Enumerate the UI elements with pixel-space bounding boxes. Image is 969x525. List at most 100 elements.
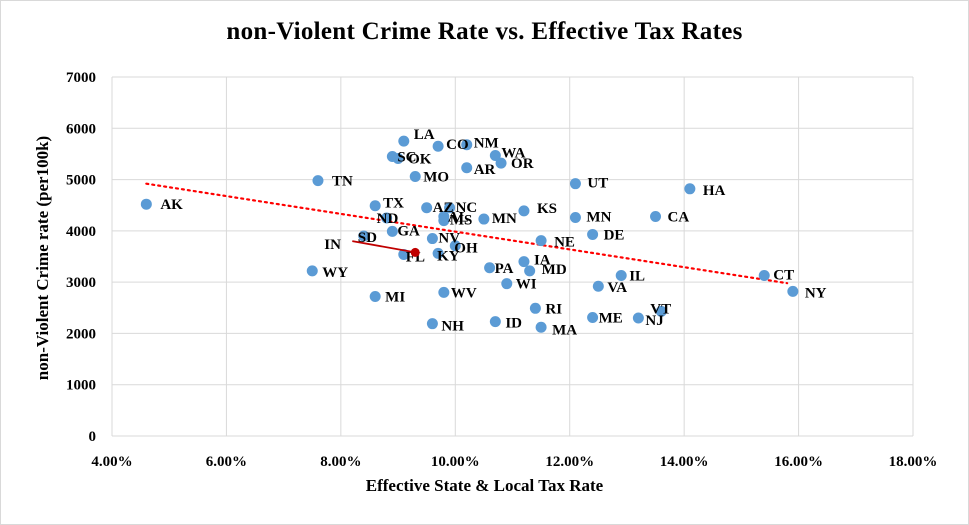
data-point <box>535 235 547 247</box>
data-point <box>535 321 547 333</box>
point-label: AZ <box>433 200 454 216</box>
point-label: MO <box>423 169 449 185</box>
data-point <box>392 153 404 165</box>
point-label: NH <box>441 319 464 335</box>
data-point <box>358 230 370 242</box>
data-point <box>312 175 324 187</box>
data-point <box>592 280 604 292</box>
data-point <box>438 286 450 298</box>
point-label: CT <box>773 267 794 283</box>
point-label: MN <box>586 210 611 226</box>
x-tick-label: 8.00% <box>320 454 361 470</box>
point-label: MN <box>492 211 517 227</box>
point-label: FL <box>406 249 425 265</box>
point-label: WI <box>516 277 537 293</box>
point-label: SC <box>397 149 416 165</box>
data-point <box>484 262 496 274</box>
data-point <box>369 200 381 212</box>
point-label: KY <box>437 248 460 264</box>
data-point <box>587 312 599 324</box>
y-tick-label: 2000 <box>66 326 96 342</box>
point-label: OH <box>454 241 478 257</box>
point-label: HA <box>703 183 726 199</box>
y-tick-label: 4000 <box>66 224 96 240</box>
y-tick-label: 5000 <box>66 173 96 189</box>
data-point <box>461 162 473 174</box>
data-point <box>569 178 581 190</box>
point-label: ID <box>505 316 522 332</box>
point-label: MI <box>385 290 405 306</box>
point-label: LA <box>414 127 435 143</box>
data-point <box>444 202 456 214</box>
data-point <box>140 198 152 210</box>
data-point <box>529 302 541 314</box>
data-point <box>787 285 799 297</box>
point-label: ME <box>599 311 623 327</box>
data-point <box>632 312 644 324</box>
y-tick-label: 0 <box>89 429 97 445</box>
data-point <box>489 149 501 161</box>
data-point <box>518 205 530 217</box>
point-label: AR <box>474 162 496 178</box>
x-tick-label: 10.00% <box>431 454 480 470</box>
point-label: UT <box>587 176 608 192</box>
data-point <box>495 157 507 169</box>
data-point <box>398 135 410 147</box>
y-tick-label: 6000 <box>66 121 96 137</box>
point-label: CO <box>446 137 469 153</box>
point-label: WY <box>322 265 348 281</box>
x-tick-label: 14.00% <box>660 454 709 470</box>
x-tick-label: 6.00% <box>206 454 247 470</box>
point-label: DE <box>604 227 625 243</box>
data-point <box>650 210 662 222</box>
data-point <box>409 170 421 182</box>
data-point <box>758 269 770 281</box>
highlight-point <box>410 247 420 257</box>
x-tick-label: 18.00% <box>889 454 938 470</box>
data-point <box>438 215 450 227</box>
point-label: VA <box>607 280 627 296</box>
chart-title: non-Violent Crime Rate vs. Effective Tax… <box>226 18 743 45</box>
data-point <box>461 139 473 151</box>
point-label: OK <box>408 152 432 168</box>
point-label: MA <box>552 322 577 338</box>
point-label: GA <box>397 223 420 239</box>
point-label: NE <box>554 235 575 251</box>
point-label: MD <box>542 262 567 278</box>
data-point <box>386 225 398 237</box>
data-point <box>432 247 444 259</box>
point-label: VT <box>650 301 671 317</box>
data-point <box>369 291 381 303</box>
y-tick-label: 3000 <box>66 275 96 291</box>
data-point <box>421 202 433 214</box>
point-label: OR <box>511 156 534 172</box>
point-label: PA <box>495 261 514 277</box>
point-label: KS <box>537 201 557 217</box>
point-label: CA <box>668 209 690 225</box>
point-label: RI <box>545 301 562 317</box>
point-label: TN <box>332 174 353 190</box>
data-point <box>478 213 490 225</box>
data-point <box>381 212 393 224</box>
point-label: SD <box>358 230 377 246</box>
point-label: ND <box>377 211 399 227</box>
data-point <box>432 140 444 152</box>
data-point <box>518 256 530 268</box>
x-axis-label: Effective State & Local Tax Rate <box>365 476 604 495</box>
y-tick-label: 1000 <box>66 378 96 394</box>
data-point <box>655 305 667 317</box>
point-label: NC <box>456 200 478 216</box>
x-tick-label: 12.00% <box>545 454 594 470</box>
point-label: NJ <box>645 313 664 329</box>
data-point <box>524 265 536 277</box>
x-tick-label: 16.00% <box>774 454 823 470</box>
data-point <box>426 233 438 245</box>
point-label: NY <box>805 285 827 301</box>
highlight-label: IN <box>324 237 341 253</box>
point-label: AK <box>160 197 183 213</box>
data-point <box>501 278 513 290</box>
data-point <box>684 183 696 195</box>
data-point <box>587 228 599 240</box>
point-label: WA <box>501 145 525 161</box>
